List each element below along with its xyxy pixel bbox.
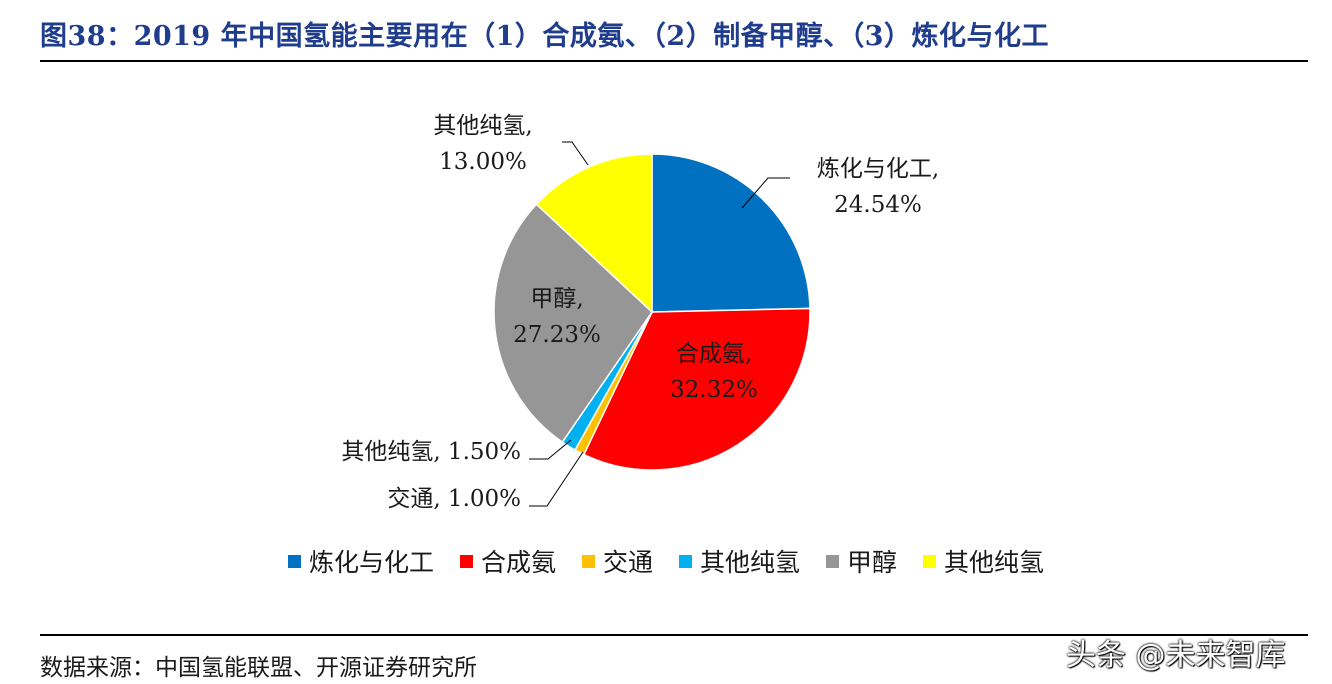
data-label: 炼化与化工, 24.54% xyxy=(817,156,939,218)
leader-line xyxy=(562,141,589,166)
legend-item: 其他纯氢 xyxy=(679,543,800,579)
data-label: 其他纯氢, 1.50% xyxy=(341,439,521,465)
legend-item: 炼化与化工 xyxy=(287,543,434,579)
data-label: 其他纯氢, 13.00% xyxy=(433,113,532,175)
legend-item: 合成氨 xyxy=(459,543,556,579)
legend-swatch xyxy=(459,554,473,568)
legend-item: 其他纯氢 xyxy=(923,543,1044,579)
legend-label: 其他纯氢 xyxy=(944,548,1045,577)
pie-chart: 炼化与化工, 24.54% 合成氨, 32.32% 交通, 1.00% 其他纯氢, 1.5… xyxy=(341,113,939,512)
pie-slice xyxy=(535,153,653,314)
legend-swatch xyxy=(287,554,301,568)
data-label: 交通, 1.00% xyxy=(387,486,521,512)
pie-slice xyxy=(651,153,811,313)
leader-line xyxy=(741,177,790,209)
pie-slice xyxy=(493,203,653,444)
data-label: 合成氨, 32.32% xyxy=(670,341,758,403)
leader-line xyxy=(529,439,572,460)
legend-item: 甲醇 xyxy=(826,543,897,579)
legend-label: 甲醇 xyxy=(847,548,898,577)
leader-line xyxy=(529,451,584,507)
chart-title: 图38：2019 年中国氢能主要用在（1）合成氨、（2）制备甲醇、（3）炼化与化… xyxy=(40,21,1049,52)
legend-label: 炼化与化工 xyxy=(308,548,434,577)
legend-swatch xyxy=(581,554,595,568)
watermark: 头条 @未来智库 xyxy=(1066,638,1286,673)
legend-swatch xyxy=(923,554,937,568)
data-label: 甲醇, 27.23% xyxy=(513,286,601,348)
legend-label: 其他纯氢 xyxy=(700,548,801,577)
legend-label: 合成氨 xyxy=(480,548,556,577)
source-note: 数据来源：中国氢能联盟、开源证券研究所 xyxy=(40,655,477,681)
legend-swatch xyxy=(826,554,840,568)
pie-slice xyxy=(582,307,811,471)
bottom-rule xyxy=(40,634,1308,636)
legend-label: 交通 xyxy=(602,548,653,577)
legend-swatch xyxy=(679,554,692,568)
legend-item: 交通 xyxy=(581,543,653,579)
chart-legend: 炼化与化工 合成氨 交通 其他纯氢 甲醇 其他纯氢 xyxy=(0,543,1332,579)
top-rule xyxy=(40,60,1308,62)
